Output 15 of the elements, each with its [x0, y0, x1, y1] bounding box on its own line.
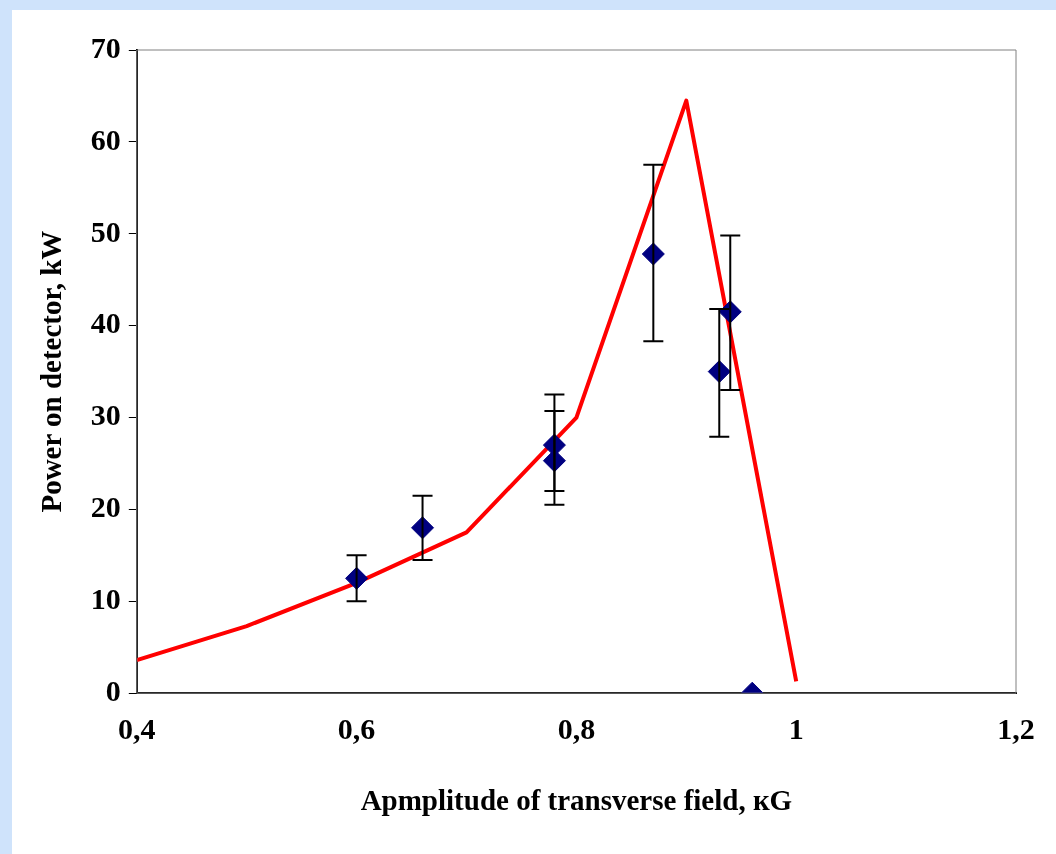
y-tick-label: 30 — [90, 398, 121, 432]
y-tick-label: 20 — [90, 490, 121, 524]
x-axis-title: Apmplitude of transverse field, кG — [360, 784, 793, 817]
x-tick-label: 0,6 — [337, 711, 376, 745]
x-tick-label: 0,8 — [557, 711, 596, 745]
y-tick-label: 50 — [90, 214, 121, 248]
y-axis-title: Power on detector, kW — [34, 230, 67, 513]
x-tick-label: 1,2 — [997, 711, 1035, 745]
y-tick-label: 0 — [105, 673, 121, 707]
x-tick-label: 0,4 — [118, 711, 156, 745]
y-tick-label: 40 — [90, 306, 121, 340]
y-tick-label: 70 — [90, 30, 121, 64]
y-tick-label: 10 — [90, 582, 121, 616]
x-tick-label: 1 — [788, 711, 804, 745]
y-tick-label: 60 — [90, 122, 121, 156]
